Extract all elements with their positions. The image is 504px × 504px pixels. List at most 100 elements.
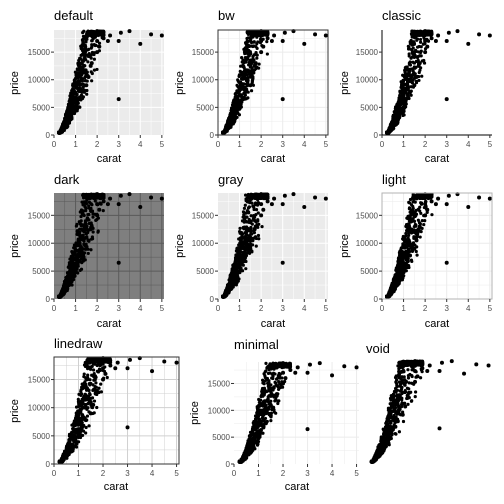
scatter-point [409,75,413,79]
scatter-point [403,70,407,74]
scatter-point [412,41,416,45]
data-point [69,115,74,120]
scatter-point [265,39,269,44]
data-point [425,44,430,49]
data-point [280,260,285,265]
data-point [127,192,132,197]
y-tick-label: 5000 [32,267,50,276]
x-tick-label: 3 [280,140,285,149]
scatter-point [81,233,85,237]
data-point [423,39,428,44]
scatter-point [417,78,421,83]
x-tick-label: 2 [423,140,428,149]
scatter-point [92,29,96,34]
scatter-point [70,255,74,259]
scatter-point [410,67,414,71]
scatter-point [249,89,254,93]
scatter-point [255,53,259,57]
data-point [436,33,441,38]
scatter-point [89,248,93,252]
data-point [228,286,233,291]
scatter-point [419,40,423,44]
x-axis-label: carat [97,153,121,165]
scatter-point [238,81,242,86]
scatter-point [244,42,248,46]
y-tick-label: 15000 [356,48,379,57]
data-point [265,199,270,204]
data-point [241,259,246,264]
scatter-point [81,203,86,207]
scatter-point [258,196,262,201]
scatter-point [255,35,259,39]
x-tick-label: 2 [95,304,100,313]
scatter-point [83,68,87,73]
data-point [116,97,121,102]
scatter-point [247,194,252,199]
data-point [127,29,132,34]
x-tick-label: 3 [444,140,449,149]
scatter-point [389,122,393,126]
scatter-point [255,46,259,51]
scatter-point [256,218,260,222]
x-tick-label: 2 [259,304,264,313]
scatter-point [246,52,250,56]
scatter-point [69,263,73,268]
scatter-point [242,214,246,219]
data-point [235,110,240,115]
x-tick-label: 4 [138,304,143,313]
y-tick-label: 10000 [192,239,215,248]
data-point [89,224,94,229]
data-point [80,89,85,94]
scatter-point [72,246,76,250]
scatter-point [79,214,83,219]
data-point [99,193,104,198]
scatter-point [68,102,72,106]
scatter-point [90,235,94,239]
scatter-point [249,228,253,233]
scatter-point [231,270,236,274]
scatter-point [70,99,74,103]
x-tick-label: 4 [138,140,143,149]
scatter-point [72,252,76,256]
scatter-point [404,90,408,95]
scatter-point [92,194,96,198]
scatter-point [260,225,264,229]
scatter-point [78,56,83,61]
scatter-point [77,231,82,236]
scatter-point [91,215,95,219]
scatter-point [407,61,411,65]
y-tick-label: 5000 [196,103,214,112]
scatter-point [92,43,96,47]
x-tick-label: 3 [116,140,121,149]
data-point [149,195,154,200]
panel-title: gray [218,172,244,187]
scatter-point [238,226,242,230]
scatter-point [242,225,247,229]
scatter-point [80,200,84,204]
scatter-point [411,60,415,64]
scatter-point [89,194,93,198]
y-tick-label: 10000 [356,76,379,85]
scatter-point [71,103,75,108]
scatter-point [247,205,251,209]
data-point [95,192,100,197]
data-point [248,246,253,251]
x-tick-label: 4 [302,140,307,149]
scatter-point [245,247,249,251]
scatter-point [87,218,91,222]
data-point [62,125,67,130]
scatter-point [249,214,253,218]
data-point [259,192,264,197]
panel-title: classic [382,8,422,23]
scatter-point [92,57,96,61]
data-point [280,97,285,102]
data-point [263,193,268,198]
data-point [261,207,266,212]
data-point [412,83,417,88]
data-point [159,33,164,38]
scatter-point [409,56,413,60]
scatter-point [90,79,94,83]
scatter-point [85,92,89,96]
scatter-point [239,252,243,257]
scatter-point [80,246,84,250]
